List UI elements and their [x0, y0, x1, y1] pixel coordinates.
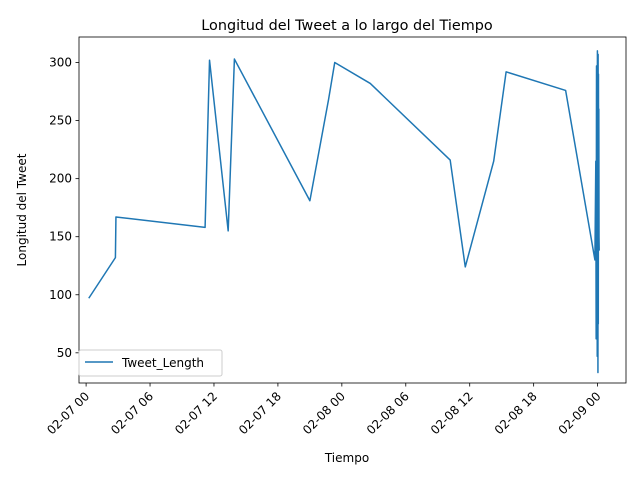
series-line-tweet-length	[88, 50, 600, 374]
legend-label: Tweet_Length	[121, 356, 204, 370]
y-tick-label: 50	[57, 346, 72, 360]
y-tick-label: 100	[49, 288, 72, 302]
legend: Tweet_Length	[78, 349, 223, 377]
y-axis-label: Longitud del Tweet	[15, 153, 29, 266]
y-tick-label: 150	[49, 230, 72, 244]
y-tick-label: 250	[49, 114, 72, 128]
chart-title: Longitud del Tweet a lo largo del Tiempo	[201, 18, 493, 34]
y-tick-label: 200	[49, 172, 72, 186]
x-axis-label: Tiempo	[324, 451, 369, 465]
y-tick-label: 300	[49, 56, 72, 70]
series-group	[88, 50, 600, 374]
legend-box	[78, 349, 223, 377]
plot-area-frame	[78, 36, 627, 384]
y-axis-ticks: 50 100 150 200 250 300	[49, 56, 79, 360]
